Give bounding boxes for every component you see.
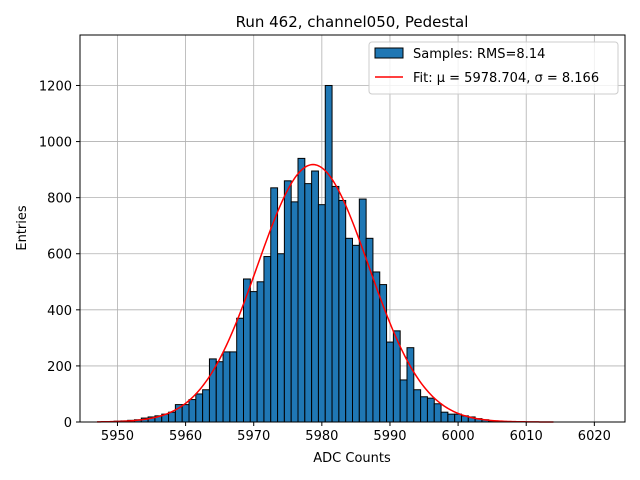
legend: Samples: RMS=8.14 Fit: μ = 5978.704, σ =… (368, 41, 619, 95)
histogram-bar (283, 180, 292, 423)
chart-title: Run 462, channel050, Pedestal (236, 13, 469, 31)
histogram-bar (168, 411, 176, 423)
histogram-bar (304, 183, 313, 423)
histogram-bar (386, 341, 394, 423)
histogram-bar (365, 237, 374, 423)
legend-label-fit: Fit: μ = 5978.704, σ = 8.166 (413, 71, 599, 86)
histogram-bar (338, 199, 347, 423)
x-tick-label: 5980 (305, 429, 338, 444)
x-tick-label: 5960 (169, 429, 202, 444)
x-axis-label: ADC Counts (313, 451, 391, 466)
x-axis-ticks: 5950 5960 5970 5980 5990 6000 6010 6020 (101, 422, 611, 444)
histogram-bar (420, 396, 428, 423)
histogram-bar (181, 404, 190, 423)
histogram-bar (324, 84, 333, 423)
histogram-bar (256, 281, 265, 423)
legend-swatch-histogram (374, 47, 404, 59)
histogram-bar (454, 413, 462, 423)
x-tick-label: 5970 (237, 429, 270, 444)
x-tick-label: 6020 (578, 429, 611, 444)
y-axis-label: Entries (15, 205, 30, 251)
y-tick-label: 1000 (39, 136, 72, 151)
y-axis-ticks: 0 200 400 600 800 1000 1200 (39, 79, 80, 431)
fit-curve (97, 163, 554, 423)
histogram-bar (311, 170, 319, 423)
histogram-bar (358, 198, 367, 423)
plot-frame (79, 34, 626, 423)
histogram-bar (433, 403, 442, 423)
histogram-bar (188, 399, 197, 423)
histogram-bar (352, 244, 360, 423)
histogram-bar (195, 393, 204, 423)
histogram-bar (249, 291, 258, 423)
y-tick-label: 200 (47, 360, 72, 375)
legend-box (368, 41, 619, 95)
histogram-bar (447, 413, 456, 423)
y-tick-label: 600 (47, 248, 72, 263)
histogram-bar (202, 389, 210, 423)
histogram-bar (426, 397, 435, 423)
histogram-bar (215, 361, 224, 423)
histogram-bar (297, 157, 306, 423)
histogram-bars (113, 84, 497, 423)
histogram-bar (345, 237, 353, 423)
histogram-bar (290, 201, 299, 423)
x-tick-label: 6010 (510, 429, 543, 444)
y-tick-label: 0 (64, 416, 72, 431)
histogram-bar (399, 379, 408, 423)
x-tick-label: 5990 (373, 429, 406, 444)
histogram-bar (263, 256, 272, 423)
histogram-bar (236, 317, 244, 423)
x-tick-label: 6000 (442, 429, 475, 444)
histogram-bar (229, 351, 238, 423)
histogram-bar (440, 411, 449, 423)
grid (80, 35, 625, 423)
histogram-bar (277, 253, 285, 423)
histogram-bar (222, 351, 231, 423)
histogram-bar (406, 347, 415, 423)
histogram-bar (317, 204, 326, 423)
histogram-bar (270, 187, 279, 423)
legend-label-histogram: Samples: RMS=8.14 (413, 47, 545, 62)
y-tick-label: 1200 (39, 79, 72, 94)
histogram-bar (413, 389, 422, 423)
y-tick-label: 400 (47, 304, 72, 319)
y-tick-label: 800 (47, 192, 72, 207)
x-tick-label: 5950 (101, 429, 134, 444)
histogram-bar (331, 185, 340, 423)
